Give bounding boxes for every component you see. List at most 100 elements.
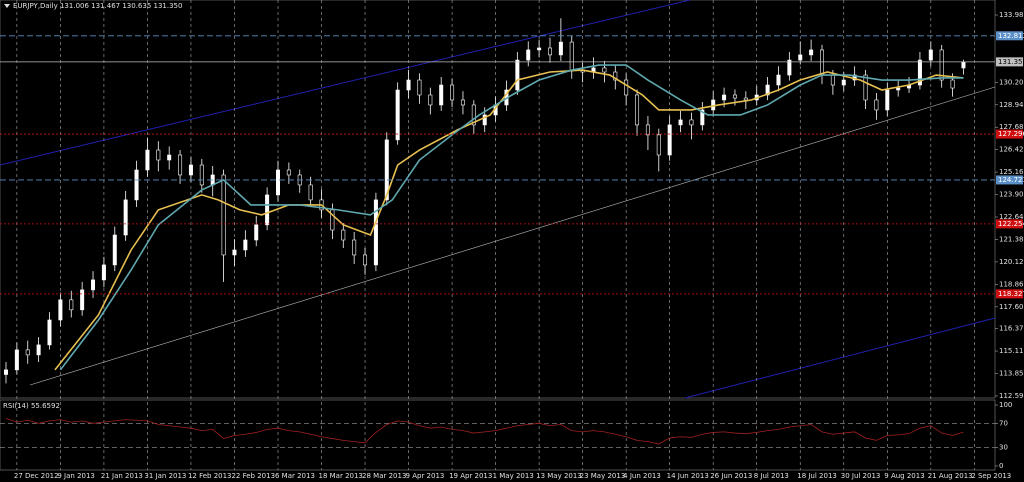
x-tick-label: 6 Mar 2013 — [275, 472, 315, 480]
x-tick-label: 13 May 2013 — [536, 472, 582, 480]
level-tag — [996, 175, 1023, 185]
candle-body — [602, 67, 607, 73]
candle-body — [156, 149, 161, 161]
candle-body — [58, 299, 63, 321]
candle-body — [134, 169, 139, 201]
y-tick-label: 123.900 — [999, 191, 1024, 199]
y-tick-label: 116.375 — [999, 325, 1024, 333]
x-tick-label: 9 Apr 2013 — [406, 472, 445, 480]
y-tick-label: 115.115 — [999, 347, 1024, 355]
candle-body — [820, 49, 825, 76]
level-tag — [996, 129, 1023, 139]
candle-body — [352, 239, 357, 256]
rsi-title: RSI(14) 55.6592 — [3, 402, 60, 410]
y-tick-label: 130.200 — [999, 78, 1024, 86]
candle-body — [558, 41, 563, 56]
candle-body — [308, 184, 313, 201]
y-tick-label: 100 — [999, 401, 1012, 409]
candle-body — [199, 164, 204, 186]
candle-body — [243, 239, 248, 251]
x-tick-label: 18 Mar 2013 — [319, 472, 363, 480]
x-tick-label: 18 Jul 2013 — [797, 472, 837, 480]
level-label: 132.813 — [998, 32, 1024, 40]
candle-body — [91, 279, 96, 291]
candle-body — [417, 79, 422, 96]
candle-body — [537, 47, 542, 51]
x-tick-label: 8 Jul 2013 — [754, 472, 789, 480]
level-label: 127.296 — [998, 130, 1024, 138]
candle-body — [939, 49, 944, 81]
y-tick-label: 128.940 — [999, 101, 1024, 109]
y-tick-label: 112.595 — [999, 392, 1024, 400]
x-tick-label: 4 Jun 2013 — [623, 472, 661, 480]
candle-body — [635, 94, 640, 126]
candle-body — [656, 134, 661, 156]
candle-body — [798, 54, 803, 61]
moving-average — [59, 64, 964, 371]
y-tick-label: 126.420 — [999, 146, 1024, 154]
channel-line — [0, 0, 691, 166]
candle-body — [743, 97, 748, 101]
candle-body — [732, 94, 737, 99]
x-tick-label: 12 Feb 2013 — [188, 472, 232, 480]
candle-body — [439, 84, 444, 106]
candle-body — [428, 94, 433, 106]
candle-body — [624, 79, 629, 96]
y-tick-label: 125.160 — [999, 168, 1024, 176]
candle-body — [384, 139, 389, 201]
moving-average — [54, 69, 964, 371]
candle-body — [406, 79, 411, 91]
candle-body — [950, 79, 955, 89]
candle-body — [841, 79, 846, 86]
candle-body — [3, 369, 8, 375]
candle-body — [460, 99, 465, 106]
x-tick-label: 30 Jul 2013 — [841, 472, 881, 480]
candle-body — [667, 124, 672, 156]
candle-body — [450, 84, 455, 101]
channel-line — [684, 317, 996, 399]
candle-body — [569, 41, 574, 71]
level-tag — [996, 31, 1023, 41]
candle-body — [526, 49, 531, 61]
y-tick-label: 127.680 — [999, 123, 1024, 131]
menu-arrow — [4, 4, 10, 8]
level-tag — [996, 289, 1023, 299]
x-tick-label: 9 Aug 2013 — [884, 472, 924, 480]
candle-body — [14, 349, 19, 371]
candle-body — [254, 224, 259, 241]
candle-body — [928, 49, 933, 61]
candle-body — [178, 154, 183, 176]
x-tick-label: 9 Jan 2013 — [57, 472, 95, 480]
level-label: 131.350 — [998, 58, 1024, 66]
candle-body — [830, 74, 835, 86]
x-tick-label: 28 Mar 2013 — [362, 472, 406, 480]
candle-body — [961, 61, 966, 69]
candle-body — [221, 174, 226, 256]
candle-body — [787, 59, 792, 76]
level-tag — [996, 57, 1023, 67]
candle-body — [265, 194, 270, 226]
candle-body — [689, 119, 694, 126]
candle-body — [885, 89, 890, 111]
candle-body — [471, 104, 476, 126]
candle-body — [47, 319, 52, 346]
candle-body — [363, 254, 368, 266]
x-tick-label: 2 Sep 2013 — [971, 472, 1011, 480]
candle-body — [80, 289, 85, 311]
x-tick-label: 21 Jan 2013 — [101, 472, 143, 480]
x-tick-label: 22 Feb 2013 — [231, 472, 275, 480]
y-tick-label: 121.380 — [999, 235, 1024, 243]
candle-body — [286, 169, 291, 176]
candle-body — [765, 84, 770, 96]
candle-body — [645, 124, 650, 136]
candle-body — [809, 49, 814, 56]
candle-body — [232, 249, 237, 256]
candle-body — [123, 199, 128, 236]
y-tick-label: 117.600 — [999, 303, 1024, 311]
candle-body — [188, 164, 193, 176]
trend-line — [29, 86, 996, 386]
candle-body — [112, 234, 117, 266]
candle-body — [341, 229, 346, 241]
